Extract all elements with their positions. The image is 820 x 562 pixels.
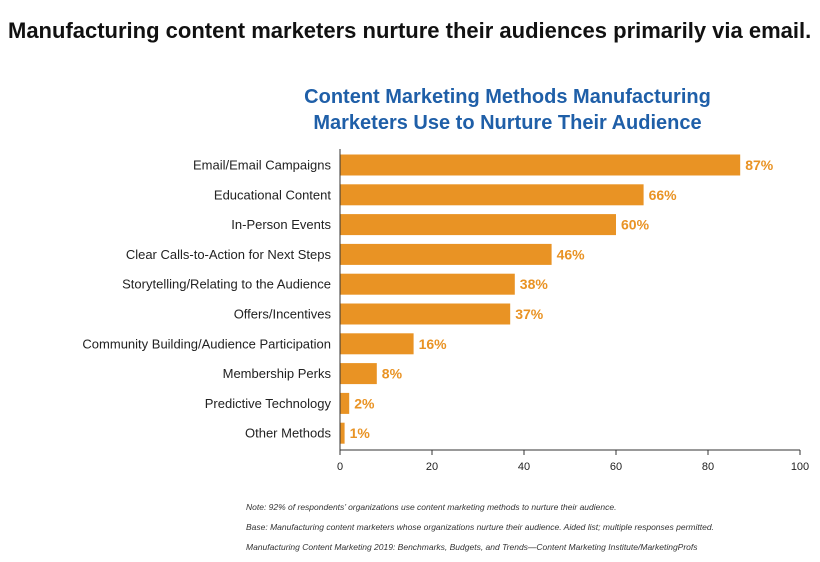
bar-7 — [340, 333, 414, 355]
value-label-4: 46% — [557, 246, 586, 262]
x-tick-label-1: 0 — [337, 461, 343, 473]
source-text: Manufacturing Content Marketing 2019: Be… — [246, 542, 698, 552]
bar-3 — [340, 214, 616, 236]
category-label-3: In-Person Events — [231, 217, 331, 232]
category-label-1: Email/Email Campaigns — [193, 158, 331, 173]
category-label-4: Clear Calls-to-Action for Next Steps — [126, 247, 332, 262]
bar-8 — [340, 363, 377, 385]
bar-10 — [340, 422, 345, 444]
value-label-8: 8% — [382, 366, 403, 382]
value-label-10: 1% — [350, 425, 371, 441]
x-tick-label-2: 20 — [426, 461, 438, 473]
category-label-6: Offers/Incentives — [234, 307, 332, 322]
note-text: Note: 92% of respondents’ organizations … — [246, 502, 617, 512]
bar-4 — [340, 243, 552, 265]
value-label-6: 37% — [515, 306, 544, 322]
value-label-5: 38% — [520, 276, 549, 292]
chart-notes: Note: 92% of respondents’ organizations … — [246, 502, 806, 562]
bar-6 — [340, 303, 511, 325]
base-text: Base: Manufacturing content marketers wh… — [246, 522, 714, 532]
category-label-5: Storytelling/Relating to the Audience — [122, 277, 331, 292]
chart-title: Content Marketing Methods Manufacturing … — [270, 84, 745, 136]
category-label-2: Educational Content — [214, 187, 331, 202]
x-tick-label-6: 100 — [791, 461, 809, 473]
value-label-2: 66% — [649, 187, 678, 203]
chart-title-line-2: Marketers Use to Nurture Their Audience — [313, 112, 702, 134]
bar-1 — [340, 154, 741, 176]
x-tick-label-3: 40 — [518, 461, 530, 473]
chart-title-line-1: Content Marketing Methods Manufacturing — [304, 86, 711, 108]
bar-5 — [340, 273, 515, 295]
value-label-3: 60% — [621, 217, 650, 233]
value-label-1: 87% — [745, 157, 774, 173]
value-label-9: 2% — [354, 395, 375, 411]
bar-2 — [340, 184, 644, 206]
category-label-8: Membership Perks — [223, 366, 332, 381]
category-label-10: Other Methods — [245, 426, 331, 441]
bar-9 — [340, 392, 350, 414]
category-label-9: Predictive Technology — [205, 396, 332, 411]
value-label-7: 16% — [419, 336, 448, 352]
x-tick-label-5: 80 — [702, 461, 714, 473]
x-tick-label-4: 60 — [610, 461, 622, 473]
headline: Manufacturing content marketers nurture … — [8, 18, 812, 43]
category-label-7: Community Building/Audience Participatio… — [82, 336, 331, 351]
